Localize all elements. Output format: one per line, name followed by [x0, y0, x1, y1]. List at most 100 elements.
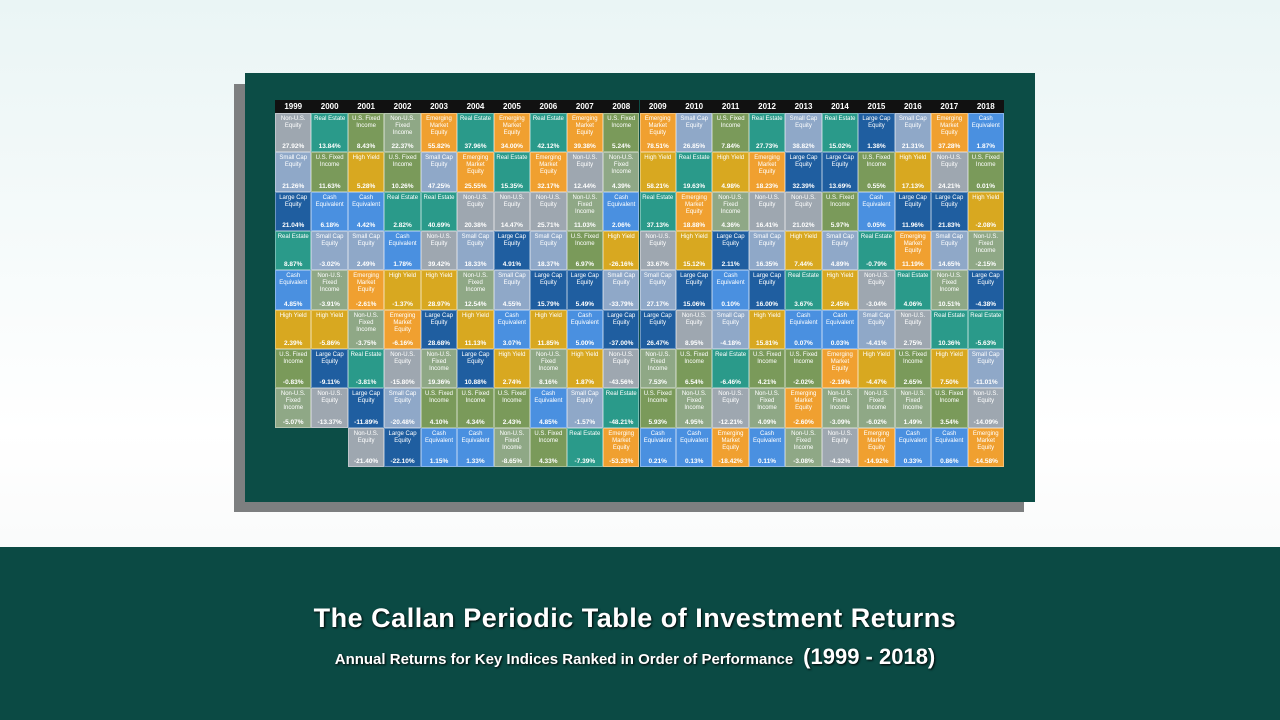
- asset-label: U.S. Fixed Income: [862, 155, 891, 169]
- asset-cell: Non-U.S. Fixed Income 4.39%: [603, 152, 640, 192]
- asset-cell: Large Cap Equity 16.00%: [748, 270, 786, 310]
- asset-cell: Non-U.S. Equity -3.04%: [858, 270, 895, 310]
- asset-return: 2.82%: [393, 221, 412, 229]
- asset-label: Large Cap Equity: [680, 273, 709, 287]
- asset-label: Emerging Market Equity: [353, 273, 379, 294]
- asset-label: Cash Equivalent: [497, 312, 526, 326]
- asset-return: -6.46%: [720, 379, 741, 387]
- asset-label: Cash Equivalent: [570, 312, 599, 326]
- asset-cell: Real Estate 42.12%: [530, 113, 567, 153]
- asset-return: 4.85%: [284, 300, 303, 308]
- asset-label: Non-U.S. Fixed Income: [572, 194, 598, 215]
- asset-return: 6.54%: [684, 379, 704, 387]
- asset-cell: Large Cap Equity 15.06%: [675, 270, 713, 310]
- asset-return: -9.11%: [319, 379, 340, 387]
- asset-return: 7.53%: [648, 379, 667, 387]
- asset-cell: Real Estate 19.63%: [675, 152, 713, 192]
- asset-cell: Real Estate 40.69%: [420, 191, 458, 231]
- asset-label: Real Estate: [459, 116, 491, 122]
- asset-cell: Non-U.S. Equity 33.67%: [639, 231, 676, 271]
- asset-label: Non-U.S. Fixed Income: [681, 391, 707, 412]
- asset-cell: Emerging Market Equity -2.60%: [785, 388, 822, 428]
- asset-return: -0.83%: [282, 379, 304, 387]
- asset-label: Small Cap Equity: [534, 234, 563, 247]
- asset-return: 1.38%: [867, 143, 886, 151]
- asset-return: 28.68%: [427, 339, 451, 347]
- asset-return: 4.39%: [612, 182, 631, 190]
- asset-return: 10.88%: [464, 379, 487, 387]
- asset-return: -1.37%: [392, 300, 413, 308]
- asset-label: Real Estate: [642, 194, 674, 201]
- asset-cell: Emerging Market Equity 32.17%: [530, 152, 567, 192]
- asset-label: U.S. Fixed Income: [388, 155, 417, 169]
- asset-label: Non-U.S. Fixed Income: [645, 352, 671, 372]
- asset-label: High Yield: [717, 155, 745, 162]
- year-header: 1999: [275, 100, 312, 113]
- asset-label: Real Estate: [423, 194, 455, 201]
- asset-cell: Emerging Market Equity 34.00%: [493, 113, 531, 153]
- asset-cell: Non-U.S. Equity 21.02%: [785, 191, 822, 231]
- asset-return: 25.71%: [537, 221, 560, 229]
- asset-cell: Large Cap Equity 2.11%: [712, 231, 749, 271]
- asset-cell: Real Estate -0.79%: [858, 231, 895, 271]
- asset-cell: Real Estate -5.63%: [967, 309, 1004, 349]
- asset-label: Cash Equivalent: [825, 312, 854, 326]
- asset-cell: Cash Equivalent 4.85%: [275, 270, 312, 310]
- asset-cell: Non-U.S. Equity -43.56%: [603, 349, 640, 389]
- asset-label: Large Cap Equity: [643, 312, 672, 326]
- asset-label: Small Cap Equity: [279, 155, 308, 169]
- asset-return: 2.49%: [356, 261, 376, 269]
- asset-return: 55.82%: [427, 143, 451, 151]
- asset-return: 2.65%: [903, 379, 923, 387]
- asset-label: Small Cap Equity: [753, 234, 781, 247]
- asset-label: Large Cap Equity: [971, 273, 1000, 287]
- asset-cell: Emerging Market Equity 11.19%: [894, 231, 932, 271]
- asset-label: Non-U.S. Fixed Income: [353, 312, 379, 333]
- asset-return: 11.85%: [537, 339, 560, 347]
- asset-return: 4.21%: [757, 379, 777, 387]
- asset-label: High Yield: [425, 273, 453, 280]
- asset-cell: Real Estate -7.39%: [566, 427, 604, 467]
- asset-return: 8.43%: [356, 143, 376, 151]
- asset-return: 7.44%: [794, 261, 813, 269]
- asset-return: -1.57%: [574, 418, 596, 426]
- asset-label: Real Estate: [860, 234, 892, 240]
- asset-label: Small Cap Equity: [315, 234, 344, 247]
- asset-label: High Yield: [935, 352, 963, 358]
- asset-return: -14.92%: [864, 457, 889, 465]
- asset-cell: Real Estate 2.82%: [384, 191, 421, 231]
- asset-label: Non-U.S. Equity: [390, 352, 415, 365]
- asset-return: -3.09%: [829, 418, 851, 426]
- asset-cell: Large Cap Equity 21.04%: [275, 191, 312, 231]
- asset-label: U.S. Fixed Income: [971, 155, 1000, 169]
- asset-return: 8.87%: [284, 261, 303, 269]
- asset-label: Non-U.S. Equity: [900, 312, 926, 326]
- asset-return: 3.67%: [794, 300, 813, 308]
- asset-return: 19.36%: [427, 379, 451, 387]
- asset-return: -15.80%: [390, 379, 415, 387]
- asset-label: Non-U.S. Equity: [280, 116, 306, 129]
- year-header: 2005: [493, 100, 531, 113]
- asset-label: Cash Equivalent: [315, 194, 344, 208]
- asset-cell: Cash Equivalent 1.87%: [967, 113, 1004, 153]
- asset-label: Real Estate: [350, 352, 382, 358]
- asset-return: 0.03%: [830, 339, 850, 347]
- asset-cell: Cash Equivalent 1.78%: [384, 231, 421, 271]
- asset-label: Non-U.S. Equity: [536, 194, 561, 208]
- year-header: 2016: [894, 100, 932, 113]
- asset-return: 4.85%: [539, 418, 558, 426]
- asset-cell: High Yield 7.44%: [785, 231, 822, 271]
- asset-label: Large Cap Equity: [352, 391, 381, 405]
- asset-cell: Large Cap Equity 11.96%: [894, 191, 932, 231]
- asset-return: -5.63%: [975, 339, 997, 347]
- asset-cell: U.S. Fixed Income 10.26%: [384, 152, 421, 192]
- asset-cell: Cash Equivalent 0.03%: [821, 309, 859, 349]
- asset-label: Non-U.S. Fixed Income: [900, 391, 926, 412]
- asset-label: Large Cap Equity: [425, 312, 454, 326]
- asset-label: Non-U.S. Equity: [973, 391, 999, 405]
- asset-cell: Non-U.S. Fixed Income 19.36%: [420, 349, 458, 389]
- asset-cell: Cash Equivalent 0.10%: [712, 270, 749, 310]
- asset-label: Cash Equivalent: [352, 194, 381, 208]
- asset-cell: Real Estate 37.13%: [639, 191, 676, 231]
- asset-cell: Large Cap Equity 28.68%: [420, 309, 458, 349]
